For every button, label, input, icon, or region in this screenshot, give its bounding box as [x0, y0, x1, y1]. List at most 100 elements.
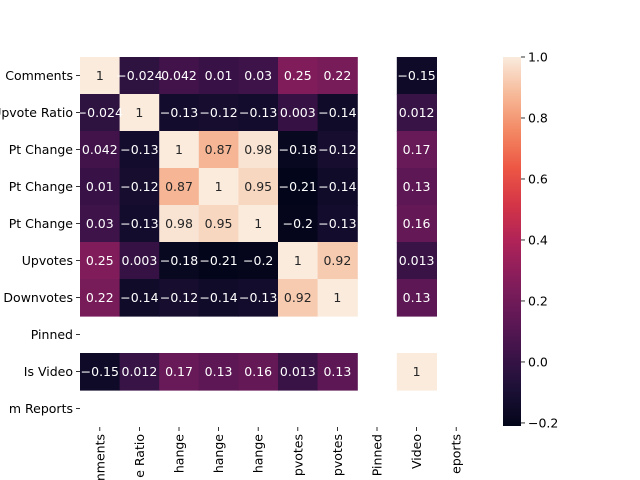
heatmap-cell	[119, 279, 160, 317]
heatmap-cell	[278, 94, 319, 132]
cell-annotation: 0.87	[165, 179, 193, 194]
cell-annotation: 0.013	[280, 364, 316, 379]
heatmap-cell	[159, 279, 200, 317]
heatmap-cell	[198, 353, 239, 391]
cell-annotation: 0.13	[403, 290, 431, 305]
x-tick-label: eports	[449, 434, 464, 474]
heatmap-cell	[159, 94, 200, 132]
cell-annotation: −0.12	[318, 142, 356, 157]
heatmap-cell	[396, 57, 437, 95]
heatmap-cell	[396, 168, 437, 206]
colorbar-tick-label: 0.2	[528, 293, 548, 308]
cell-annotation: 0.01	[205, 68, 233, 83]
heatmap-cell	[238, 205, 279, 243]
heatmap-cell	[159, 131, 200, 169]
heatmap-cell	[317, 353, 358, 391]
heatmap-cell	[317, 94, 358, 132]
heatmap-cell	[317, 168, 358, 206]
heatmap-cell	[278, 205, 319, 243]
y-tick-label: Is Video	[24, 364, 73, 379]
heatmap-cell	[396, 279, 437, 317]
y-tick-label: Upvote Ratio	[0, 105, 73, 120]
cell-annotation: −0.12	[199, 105, 237, 120]
cell-annotation: −0.13	[120, 216, 158, 231]
cell-annotation: 1	[135, 105, 143, 120]
cell-annotation: 0.013	[399, 253, 435, 268]
heatmap-cell	[238, 94, 279, 132]
x-tick-label: pvotes	[330, 434, 345, 476]
cell-annotation: −0.14	[318, 179, 356, 194]
cell-annotation: 0.98	[165, 216, 193, 231]
cell-annotation: 0.16	[244, 364, 272, 379]
heatmap-cell	[396, 131, 437, 169]
x-tick-label: pvotes	[290, 434, 305, 476]
heatmap-cell	[198, 94, 239, 132]
y-tick-label: Pt Change	[9, 142, 74, 157]
cell-annotation: −0.13	[239, 290, 277, 305]
x-tick-label: hange	[172, 434, 187, 473]
x-tick-label: mments	[92, 434, 107, 480]
heatmap-cell	[119, 353, 160, 391]
heatmap-cell	[159, 353, 200, 391]
cell-annotation: 0.012	[399, 105, 435, 120]
colorbar-tick-label: 0.6	[528, 171, 548, 186]
cell-annotation: 0.87	[205, 142, 233, 157]
y-tick-label: Pt Change	[9, 216, 74, 231]
heatmap-cell	[80, 242, 121, 280]
heatmap-cell	[119, 94, 160, 132]
heatmap-cell	[198, 57, 239, 95]
cell-annotation: −0.024	[77, 105, 123, 120]
colorbar-tick-label: 0.0	[528, 354, 548, 369]
cell-annotation: 0.16	[403, 216, 431, 231]
heatmap-cell	[80, 94, 121, 132]
heatmap-cell	[278, 131, 319, 169]
x-tick-label: e Ratio	[132, 434, 147, 478]
x-tick-label: Pinned	[370, 434, 385, 476]
heatmap-cell	[317, 205, 358, 243]
cell-annotation: −0.13	[318, 216, 356, 231]
cell-annotation: −0.14	[199, 290, 237, 305]
heatmap-cell	[278, 57, 319, 95]
cell-annotation: 0.003	[122, 253, 158, 268]
heatmap-cell	[80, 131, 121, 169]
y-tick-label: Pt Change	[9, 179, 74, 194]
heatmap-cell	[238, 131, 279, 169]
heatmap-cell	[317, 242, 358, 280]
heatmap-cell	[317, 57, 358, 95]
heatmap-cell	[159, 168, 200, 206]
cell-annotation: 0.17	[165, 364, 193, 379]
y-tick-label: Pinned	[31, 327, 73, 342]
cell-annotation: 0.13	[403, 179, 431, 194]
cell-annotation: 1	[294, 253, 302, 268]
cell-annotation: −0.2	[243, 253, 273, 268]
heatmap-cell	[317, 131, 358, 169]
heatmap-cell	[198, 242, 239, 280]
cell-annotation: 0.03	[244, 68, 272, 83]
heatmap-cell	[278, 168, 319, 206]
colorbar: 1.0 0.8 0.6 0.4 0.2 0.0 −0.2	[503, 50, 558, 430]
cell-annotation: −0.18	[160, 253, 198, 268]
heatmap-cell	[80, 205, 121, 243]
heatmap-cell	[80, 353, 121, 391]
heatmap-cell	[396, 94, 437, 132]
heatmap-cell	[278, 242, 319, 280]
cell-annotation: 0.92	[284, 290, 312, 305]
colorbar-tick-label: 1.0	[528, 50, 548, 65]
cell-annotation: 0.01	[86, 179, 114, 194]
cell-annotation: 0.03	[86, 216, 114, 231]
cell-annotation: −0.21	[199, 253, 237, 268]
cell-annotation: 0.22	[323, 68, 351, 83]
cell-annotation: 0.25	[284, 68, 312, 83]
x-tick-label: Video	[409, 434, 424, 469]
heatmap-cell	[119, 205, 160, 243]
cell-annotation: −0.12	[160, 290, 198, 305]
heatmap-cell	[198, 168, 239, 206]
cell-annotation: 0.25	[86, 253, 114, 268]
x-axis-ticks: mments e Ratio hange hange hange pvotes pvotes…	[92, 427, 464, 480]
cell-annotation: 0.17	[403, 142, 431, 157]
cell-annotation: −0.12	[120, 179, 158, 194]
colorbar-gradient	[503, 57, 521, 426]
heatmap-cell	[396, 242, 437, 280]
heatmap-cell	[159, 242, 200, 280]
